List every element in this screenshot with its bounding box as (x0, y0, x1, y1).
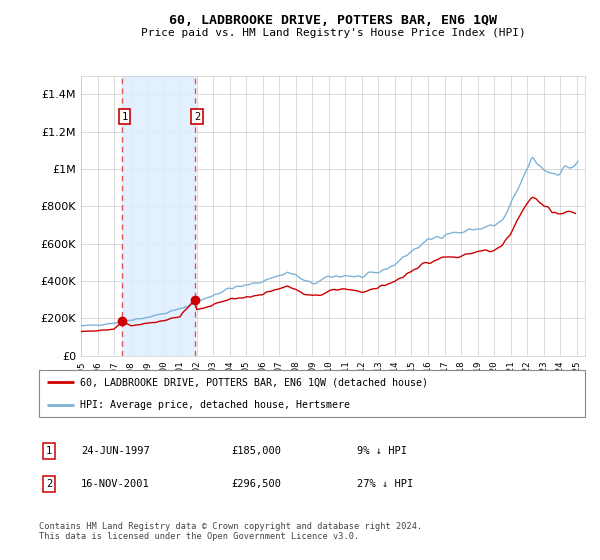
Text: £296,500: £296,500 (231, 479, 281, 489)
Text: 9% ↓ HPI: 9% ↓ HPI (357, 446, 407, 456)
Text: 60, LADBROOKE DRIVE, POTTERS BAR, EN6 1QW (detached house): 60, LADBROOKE DRIVE, POTTERS BAR, EN6 1Q… (80, 377, 428, 388)
Text: Price paid vs. HM Land Registry's House Price Index (HPI): Price paid vs. HM Land Registry's House … (140, 28, 526, 38)
Text: 2: 2 (46, 479, 52, 489)
Text: Contains HM Land Registry data © Crown copyright and database right 2024.
This d: Contains HM Land Registry data © Crown c… (39, 522, 422, 542)
Text: £185,000: £185,000 (231, 446, 281, 456)
Text: 24-JUN-1997: 24-JUN-1997 (81, 446, 150, 456)
Text: 1: 1 (46, 446, 52, 456)
Text: HPI: Average price, detached house, Hertsmere: HPI: Average price, detached house, Hert… (80, 400, 350, 410)
Text: 60, LADBROOKE DRIVE, POTTERS BAR, EN6 1QW: 60, LADBROOKE DRIVE, POTTERS BAR, EN6 1Q… (169, 14, 497, 27)
FancyBboxPatch shape (39, 370, 585, 417)
Text: 1: 1 (121, 111, 128, 122)
Text: 27% ↓ HPI: 27% ↓ HPI (357, 479, 413, 489)
Text: 16-NOV-2001: 16-NOV-2001 (81, 479, 150, 489)
Bar (122, 76, 194, 356)
Text: 2: 2 (194, 111, 200, 122)
